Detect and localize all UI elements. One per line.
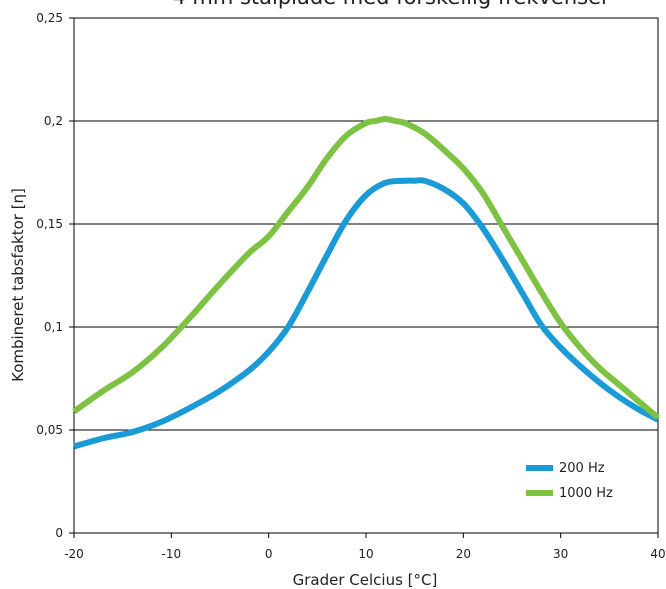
y-tick-label: 0 <box>55 526 63 540</box>
x-tick-label: 40 <box>650 547 665 561</box>
legend-label: 200 Hz <box>559 461 605 476</box>
x-tick-label: 10 <box>358 547 373 561</box>
series-line-200hz <box>73 177 660 450</box>
axes <box>73 17 659 534</box>
y-tick-label: 0,15 <box>36 217 63 231</box>
series-lines <box>72 115 660 450</box>
y-axis-label: Kombineret tabsfaktor [η] <box>9 188 27 382</box>
x-tick-label: 30 <box>553 547 568 561</box>
y-tick-label: 0,2 <box>44 114 63 128</box>
x-axis-label: Grader Celcius [°C] <box>293 571 438 589</box>
y-tick-label: 0,05 <box>36 423 63 437</box>
chart-title: 4 mm stålplade med forskellig frekvenser <box>172 0 610 9</box>
y-axis-ticks: 0 0,05 0,1 0,15 0,2 0,25 <box>36 11 74 540</box>
grid-lines <box>74 120 658 431</box>
x-axis-ticks: -20 -10 0 10 20 30 40 <box>64 533 666 561</box>
series-line-1000hz <box>72 115 660 420</box>
x-tick-label: -10 <box>162 547 182 561</box>
y-tick-label: 0,25 <box>36 11 63 25</box>
plot-frame <box>73 17 659 534</box>
x-tick-label: 0 <box>265 547 273 561</box>
legend: 200 Hz 1000 Hz <box>526 461 613 501</box>
x-tick-label: 20 <box>456 547 471 561</box>
legend-label: 1000 Hz <box>559 486 613 501</box>
y-tick-label: 0,1 <box>44 320 63 334</box>
x-tick-label: -20 <box>64 547 84 561</box>
